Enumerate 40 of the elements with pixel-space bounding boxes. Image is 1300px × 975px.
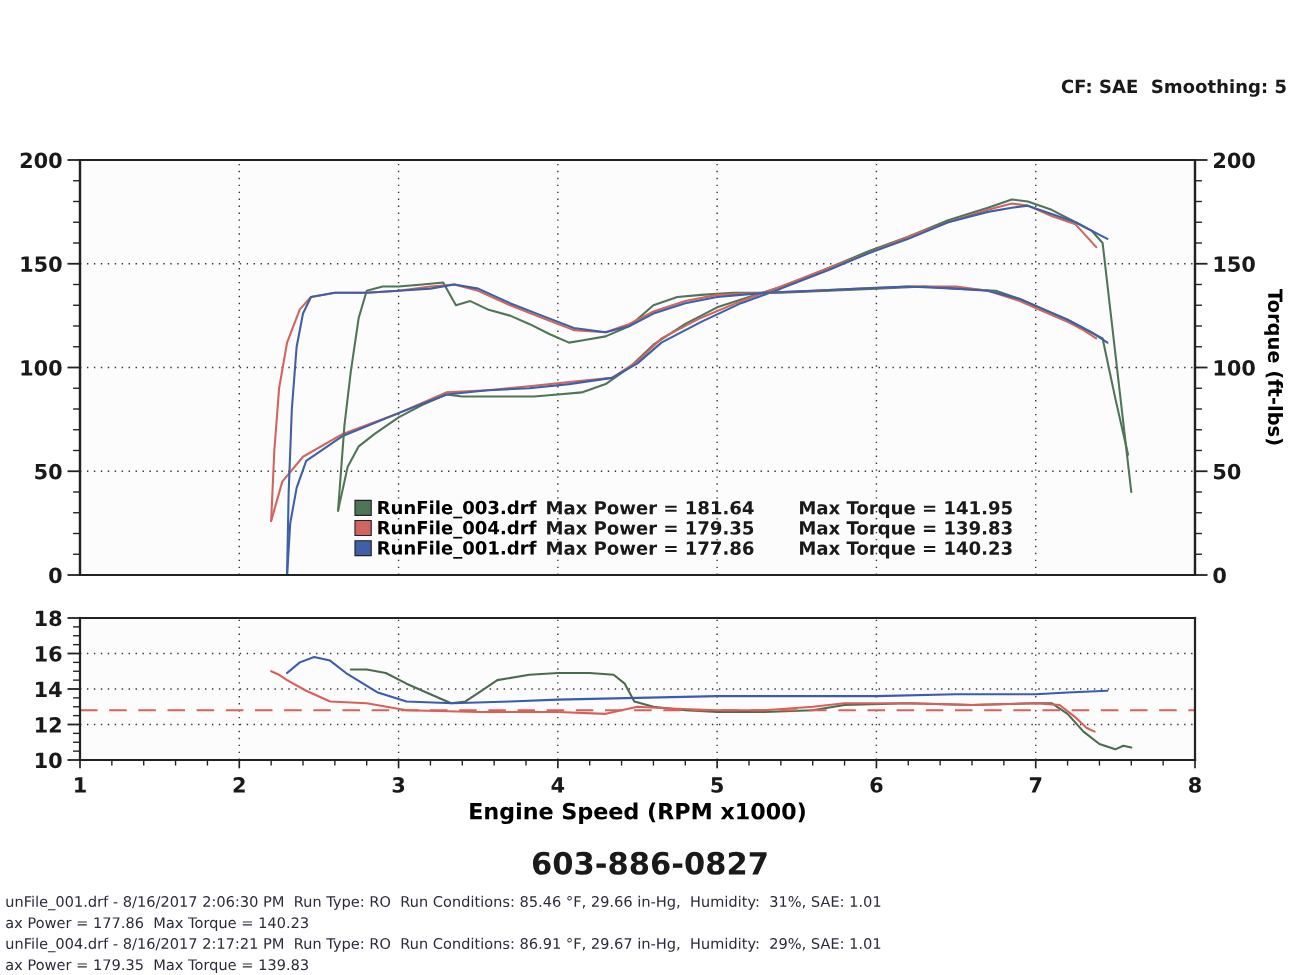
- legend-label: RunFile_001.drf: [378, 540, 537, 559]
- annotation: Max Power = 179.35: [547, 521, 754, 535]
- legend-label: RunFile_004.drf: [378, 520, 537, 539]
- y2-tick-label: 50: [1213, 463, 1241, 480]
- y-tick-label: 16: [36, 645, 62, 662]
- y-tick-label: 100: [21, 359, 62, 376]
- y2-tick-label: 200: [1214, 152, 1255, 169]
- x-tick-label: 3: [392, 777, 405, 793]
- y-tick-label: 0: [49, 567, 62, 584]
- y2-tick-label: 100: [1214, 359, 1255, 376]
- x-tick-label: 4: [551, 777, 565, 793]
- x-tick-label: 5: [711, 777, 723, 793]
- y-tick-label: 14: [36, 681, 62, 697]
- y-tick-label: 150: [21, 256, 62, 272]
- x-tick-label: 7: [1029, 777, 1042, 793]
- y-tick-label: 50: [35, 463, 62, 480]
- y2-tick-label: 150: [1214, 256, 1255, 272]
- x-tick-label: 6: [870, 777, 883, 793]
- annotation: Max Power = 177.86: [547, 541, 754, 555]
- y-tick-label: 10: [36, 752, 62, 769]
- annotation: Max Torque = 140.23: [800, 541, 1012, 559]
- x-axis-title: Engine Speed (RPM x1000): [470, 802, 805, 825]
- y-tick-label: 12: [36, 716, 61, 733]
- x-tick-label: 2: [233, 777, 245, 793]
- annotation: Max Torque = 139.83: [800, 521, 1012, 539]
- text: unFile_001.drf - 8/16/2017 2:06:30 PM Run Type: RO Run Conditions: 85.46 °F, 29.66 in-Hg, Humidity: 31%, SAE: 1.01: [6, 895, 881, 911]
- y2-tick-label: 0: [1213, 567, 1226, 584]
- text: unFile_004.drf - 8/16/2017 2:17:21 PM Run Type: RO Run Conditions: 86.91 °F, 29.67 in-Hg, Humidity: 29%, SAE: 1.01: [6, 937, 881, 953]
- text: ax Power = 177.86 Max Torque = 140.23: [6, 917, 308, 932]
- annotation: Max Power = 181.64: [547, 500, 754, 515]
- y2-axis-title: Torque (ft-lbs): [1264, 289, 1283, 445]
- x-tick-label: 1: [75, 777, 86, 793]
- text: ax Power = 179.35 Max Torque = 139.83: [6, 959, 308, 974]
- text: CF: SAE Smoothing: 5: [1061, 79, 1286, 97]
- text: 603-886-0827: [532, 851, 767, 875]
- y-tick-label: 200: [20, 152, 62, 169]
- annotation: Max Torque = 141.95: [800, 500, 1012, 519]
- y-tick-label: 18: [36, 610, 62, 627]
- x-tick-label: 8: [1189, 777, 1201, 793]
- legend-label: RunFile_003.drf: [378, 500, 537, 519]
